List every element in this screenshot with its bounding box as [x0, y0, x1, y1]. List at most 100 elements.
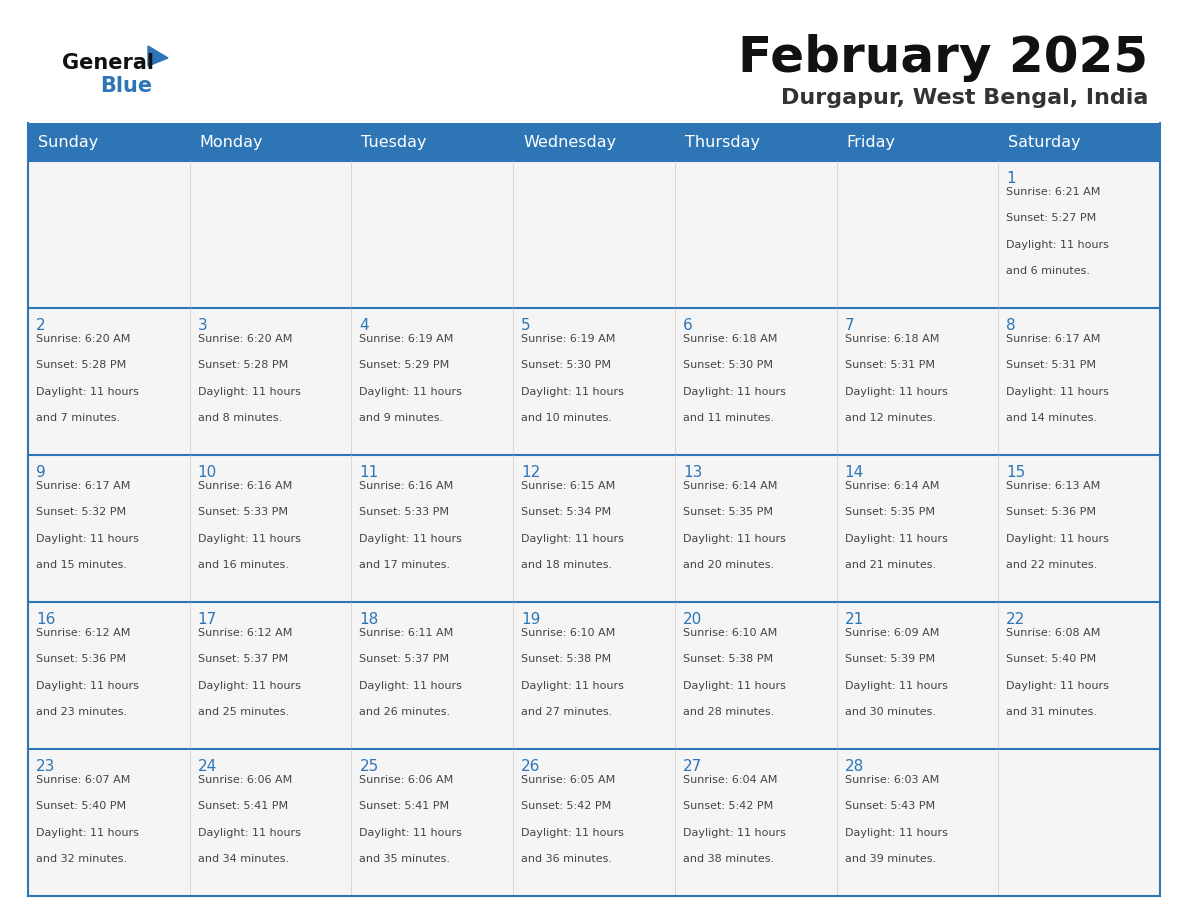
Text: and 32 minutes.: and 32 minutes.	[36, 855, 127, 865]
Text: 4: 4	[360, 318, 369, 333]
Text: and 36 minutes.: and 36 minutes.	[522, 855, 612, 865]
Text: Daylight: 11 hours: Daylight: 11 hours	[197, 534, 301, 543]
Text: Daylight: 11 hours: Daylight: 11 hours	[36, 386, 139, 397]
Bar	[29, 161, 1159, 308]
Text: Sunrise: 6:13 AM: Sunrise: 6:13 AM	[1006, 481, 1100, 491]
Text: Sunset: 5:34 PM: Sunset: 5:34 PM	[522, 508, 612, 518]
Text: Daylight: 11 hours: Daylight: 11 hours	[1006, 681, 1110, 691]
Text: and 17 minutes.: and 17 minutes.	[360, 560, 450, 570]
Text: 18: 18	[360, 612, 379, 627]
Text: Sunset: 5:33 PM: Sunset: 5:33 PM	[360, 508, 449, 518]
Text: 5: 5	[522, 318, 531, 333]
Text: Daylight: 11 hours: Daylight: 11 hours	[1006, 386, 1110, 397]
Text: 26: 26	[522, 759, 541, 774]
Text: Daylight: 11 hours: Daylight: 11 hours	[683, 534, 785, 543]
Text: Sunset: 5:41 PM: Sunset: 5:41 PM	[360, 801, 449, 812]
Text: Sunrise: 6:14 AM: Sunrise: 6:14 AM	[845, 481, 939, 491]
Text: Daylight: 11 hours: Daylight: 11 hours	[360, 534, 462, 543]
Text: Friday: Friday	[847, 135, 896, 150]
Text: Sunset: 5:37 PM: Sunset: 5:37 PM	[360, 655, 449, 665]
Text: 19: 19	[522, 612, 541, 627]
Text: Daylight: 11 hours: Daylight: 11 hours	[845, 681, 948, 691]
Text: Daylight: 11 hours: Daylight: 11 hours	[360, 386, 462, 397]
Text: and 23 minutes.: and 23 minutes.	[36, 708, 127, 717]
Text: 22: 22	[1006, 612, 1025, 627]
Text: and 27 minutes.: and 27 minutes.	[522, 708, 612, 717]
Text: Wednesday: Wednesday	[523, 135, 617, 150]
Text: Sunrise: 6:20 AM: Sunrise: 6:20 AM	[36, 334, 131, 344]
Text: and 38 minutes.: and 38 minutes.	[683, 855, 775, 865]
Text: Sunrise: 6:04 AM: Sunrise: 6:04 AM	[683, 775, 777, 785]
Text: and 8 minutes.: and 8 minutes.	[197, 413, 282, 423]
Text: 1: 1	[1006, 171, 1016, 186]
Text: Sunrise: 6:19 AM: Sunrise: 6:19 AM	[522, 334, 615, 344]
Text: Sunrise: 6:09 AM: Sunrise: 6:09 AM	[845, 628, 939, 638]
Text: Sunrise: 6:20 AM: Sunrise: 6:20 AM	[197, 334, 292, 344]
Text: 10: 10	[197, 465, 217, 480]
Text: Sunrise: 6:12 AM: Sunrise: 6:12 AM	[36, 628, 131, 638]
Text: and 25 minutes.: and 25 minutes.	[197, 708, 289, 717]
Text: Daylight: 11 hours: Daylight: 11 hours	[197, 681, 301, 691]
Text: Sunset: 5:38 PM: Sunset: 5:38 PM	[522, 655, 612, 665]
Text: Sunrise: 6:10 AM: Sunrise: 6:10 AM	[683, 628, 777, 638]
Text: Sunrise: 6:15 AM: Sunrise: 6:15 AM	[522, 481, 615, 491]
Text: 17: 17	[197, 612, 217, 627]
Bar	[29, 308, 1159, 455]
Text: Sunset: 5:31 PM: Sunset: 5:31 PM	[845, 361, 935, 371]
Text: Daylight: 11 hours: Daylight: 11 hours	[197, 386, 301, 397]
Text: Sunrise: 6:08 AM: Sunrise: 6:08 AM	[1006, 628, 1100, 638]
Text: and 11 minutes.: and 11 minutes.	[683, 413, 773, 423]
Text: Sunrise: 6:16 AM: Sunrise: 6:16 AM	[197, 481, 292, 491]
Text: and 6 minutes.: and 6 minutes.	[1006, 266, 1091, 276]
Text: Sunday: Sunday	[38, 135, 99, 150]
Text: Sunset: 5:32 PM: Sunset: 5:32 PM	[36, 508, 126, 518]
Text: Daylight: 11 hours: Daylight: 11 hours	[522, 828, 624, 838]
Text: 25: 25	[360, 759, 379, 774]
Bar	[29, 123, 1159, 161]
Text: and 15 minutes.: and 15 minutes.	[36, 560, 127, 570]
Text: Sunset: 5:41 PM: Sunset: 5:41 PM	[197, 801, 287, 812]
Text: and 34 minutes.: and 34 minutes.	[197, 855, 289, 865]
Text: Sunrise: 6:10 AM: Sunrise: 6:10 AM	[522, 628, 615, 638]
Text: Sunrise: 6:07 AM: Sunrise: 6:07 AM	[36, 775, 131, 785]
Text: Thursday: Thursday	[684, 135, 760, 150]
Text: February 2025: February 2025	[738, 34, 1148, 82]
Text: Sunrise: 6:06 AM: Sunrise: 6:06 AM	[360, 775, 454, 785]
Text: 20: 20	[683, 612, 702, 627]
Text: 15: 15	[1006, 465, 1025, 480]
Text: Daylight: 11 hours: Daylight: 11 hours	[522, 681, 624, 691]
Text: and 35 minutes.: and 35 minutes.	[360, 855, 450, 865]
Text: Sunset: 5:38 PM: Sunset: 5:38 PM	[683, 655, 773, 665]
Text: and 10 minutes.: and 10 minutes.	[522, 413, 612, 423]
Text: and 16 minutes.: and 16 minutes.	[197, 560, 289, 570]
Bar	[29, 602, 1159, 749]
Text: Daylight: 11 hours: Daylight: 11 hours	[845, 534, 948, 543]
Text: Sunset: 5:35 PM: Sunset: 5:35 PM	[683, 508, 773, 518]
Bar	[29, 749, 1159, 896]
Text: and 31 minutes.: and 31 minutes.	[1006, 708, 1098, 717]
Text: Sunrise: 6:21 AM: Sunrise: 6:21 AM	[1006, 187, 1100, 197]
Text: 13: 13	[683, 465, 702, 480]
Text: Sunrise: 6:18 AM: Sunrise: 6:18 AM	[683, 334, 777, 344]
Text: 7: 7	[845, 318, 854, 333]
Text: 2: 2	[36, 318, 45, 333]
Text: 24: 24	[197, 759, 217, 774]
Text: and 18 minutes.: and 18 minutes.	[522, 560, 612, 570]
Text: Sunset: 5:33 PM: Sunset: 5:33 PM	[197, 508, 287, 518]
Text: and 22 minutes.: and 22 minutes.	[1006, 560, 1098, 570]
Text: Sunset: 5:36 PM: Sunset: 5:36 PM	[1006, 508, 1097, 518]
Text: 14: 14	[845, 465, 864, 480]
Text: 27: 27	[683, 759, 702, 774]
Text: and 9 minutes.: and 9 minutes.	[360, 413, 443, 423]
Text: and 21 minutes.: and 21 minutes.	[845, 560, 936, 570]
Text: 6: 6	[683, 318, 693, 333]
Text: and 26 minutes.: and 26 minutes.	[360, 708, 450, 717]
Text: Sunset: 5:39 PM: Sunset: 5:39 PM	[845, 655, 935, 665]
Text: Sunrise: 6:11 AM: Sunrise: 6:11 AM	[360, 628, 454, 638]
Text: Daylight: 11 hours: Daylight: 11 hours	[360, 828, 462, 838]
Text: Sunrise: 6:03 AM: Sunrise: 6:03 AM	[845, 775, 939, 785]
Text: Sunset: 5:40 PM: Sunset: 5:40 PM	[36, 801, 126, 812]
Text: 16: 16	[36, 612, 56, 627]
Text: Blue: Blue	[100, 76, 152, 96]
Text: Sunrise: 6:19 AM: Sunrise: 6:19 AM	[360, 334, 454, 344]
